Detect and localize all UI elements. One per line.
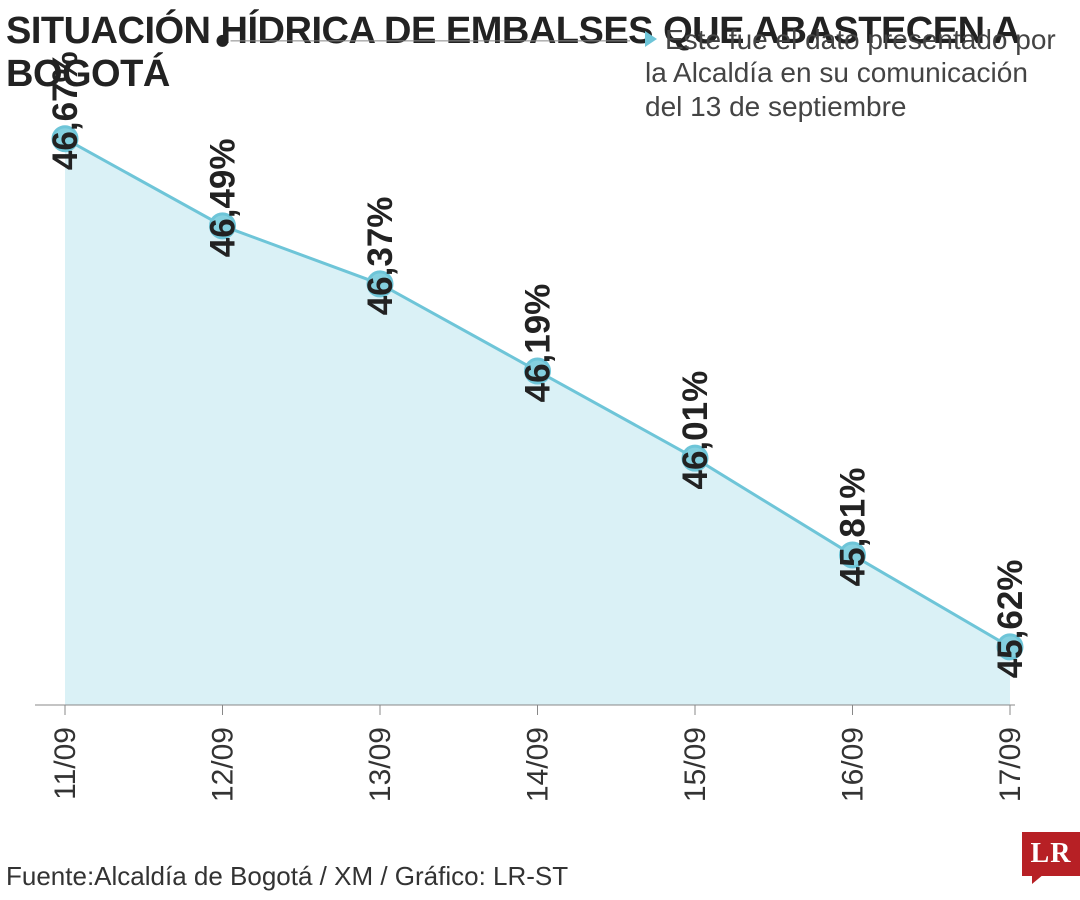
value-label: 46,01% (676, 371, 715, 490)
value-label: 46,67% (46, 51, 85, 170)
line-chart-svg: 46,67%46,49%46,37%46,19%46,01%45,81%45,6… (55, 70, 1020, 775)
value-label: 45,81% (834, 468, 873, 587)
publisher-logo: LR (1022, 832, 1080, 882)
speech-tail-icon (1032, 874, 1044, 884)
source-credit: Fuente:Alcaldía de Bogotá / XM / Gráfico… (6, 861, 568, 892)
x-axis-label: 15/09 (679, 727, 712, 802)
chart-area: 46,67%46,49%46,37%46,19%46,01%45,81%45,6… (55, 70, 1020, 775)
x-axis-label: 14/09 (522, 727, 555, 802)
value-label: 45,62% (991, 560, 1030, 679)
x-axis-label: 17/09 (994, 727, 1027, 802)
value-label: 46,49% (204, 138, 243, 257)
x-axis-label: 11/09 (49, 727, 82, 800)
logo-text: LR (1031, 838, 1072, 870)
triangle-right-icon (645, 31, 657, 47)
x-axis-label: 12/09 (207, 727, 240, 802)
value-label: 46,19% (519, 284, 558, 403)
annotation-text: Este fue el dato presentado por la Alcal… (645, 24, 1056, 122)
value-label: 46,37% (361, 197, 400, 316)
x-axis-label: 16/09 (837, 727, 870, 802)
annotation-callout: Este fue el dato presentado por la Alcal… (645, 23, 1065, 124)
x-axis-label: 13/09 (364, 727, 397, 802)
callout-dot-icon (217, 35, 229, 47)
